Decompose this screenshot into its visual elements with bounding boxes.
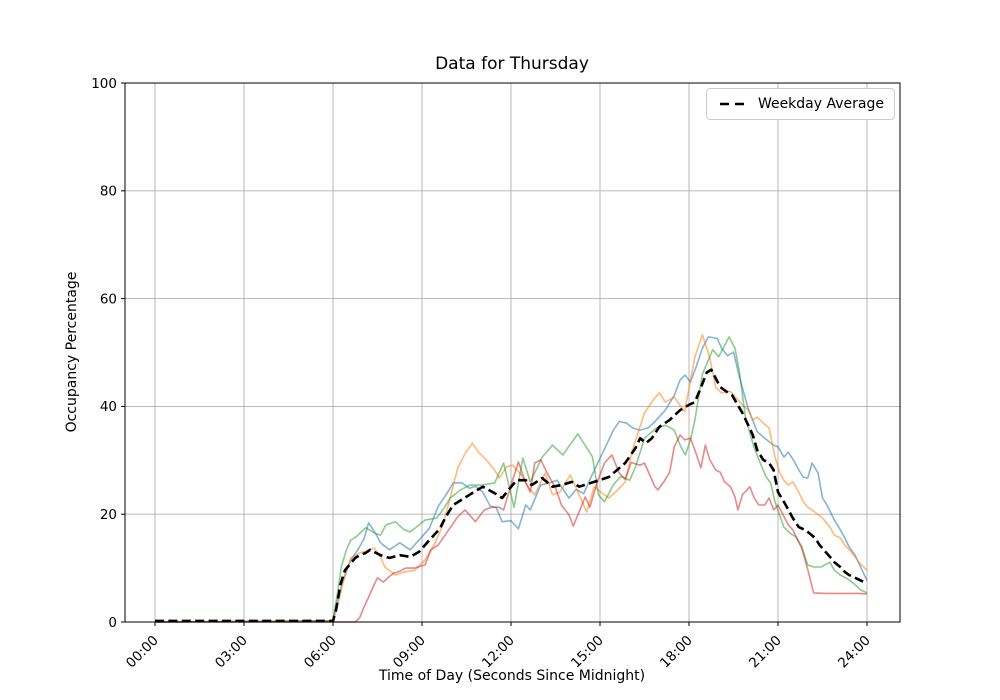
axes-spines: [124, 82, 901, 623]
y-tick-label: 60: [100, 291, 117, 307]
x-tick-label: 15:00: [568, 633, 607, 672]
y-tick-label: 80: [100, 184, 117, 200]
y-axis-label: Occupancy Percentage: [64, 271, 80, 433]
y-tick-label: 20: [100, 507, 117, 523]
series-day-line-green: [154, 336, 868, 623]
x-tick-label: 03:00: [212, 633, 251, 672]
series-day-line-blue: [154, 336, 868, 623]
legend-label: Weekday Average: [757, 96, 884, 112]
x-tick-label: 24:00: [835, 633, 874, 672]
y-tick-label: 100: [91, 76, 117, 92]
series-day-line-orange: [154, 333, 868, 623]
legend: Weekday Average: [706, 88, 895, 120]
series-day-line-red: [155, 434, 868, 623]
y-tick-label: 40: [100, 399, 117, 415]
x-axis-label: Time of Day (Seconds Since Midnight): [378, 668, 646, 684]
legend-dashed-line-sample: [720, 102, 748, 106]
chart-title: Data for Thursday: [435, 54, 589, 74]
x-tick-label: 21:00: [746, 633, 785, 672]
x-tick-label: 09:00: [390, 633, 429, 672]
series-weekday-average: [155, 368, 867, 623]
x-tick-label: 06:00: [301, 633, 340, 672]
x-tick-label: 12:00: [479, 633, 518, 672]
x-tick-label: 18:00: [657, 633, 696, 672]
x-tick-label: 00:00: [123, 633, 162, 672]
y-tick-label: 0: [108, 615, 117, 631]
